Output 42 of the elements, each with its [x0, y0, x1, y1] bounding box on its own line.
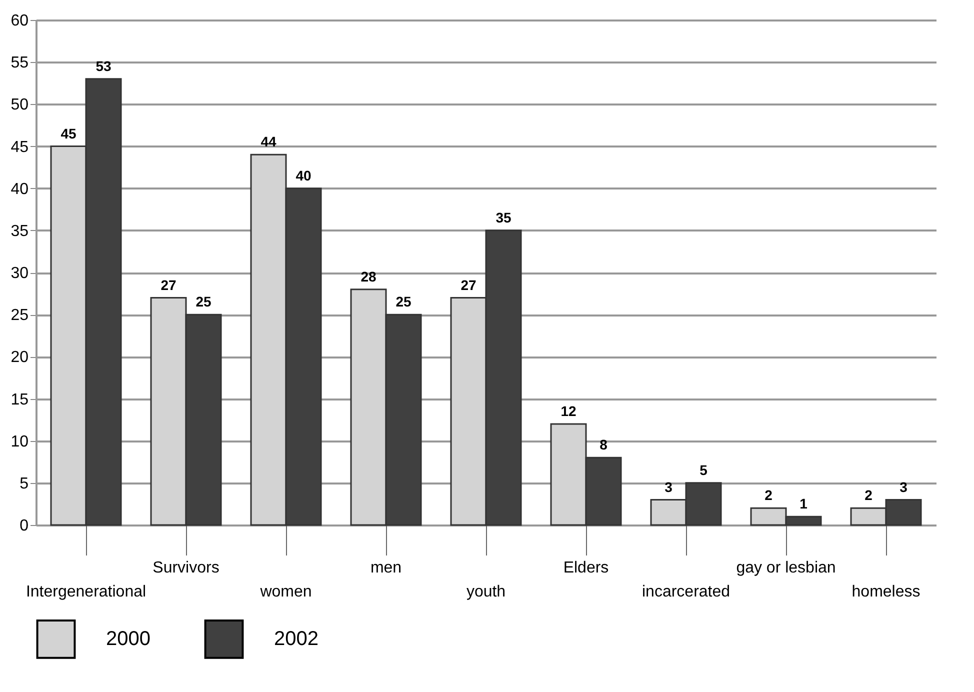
x-tick-label: Survivors — [152, 560, 220, 576]
data-label: 12 — [560, 403, 576, 419]
x-tick-label: homeless — [852, 584, 920, 600]
y-tick-label: 20 — [10, 349, 29, 366]
data-label: 53 — [96, 58, 112, 74]
y-tick-label: 45 — [10, 138, 29, 156]
data-label: 3 — [900, 478, 908, 495]
data-label: 2 — [764, 487, 773, 504]
y-tick-label: 60 — [10, 12, 29, 30]
y-tick-label: 0 — [20, 518, 29, 534]
x-tick-label: gay or lesbian — [736, 560, 836, 576]
y-tick-label: 5 — [20, 475, 29, 492]
data-label: 44 — [260, 134, 276, 150]
data-label: 5 — [700, 462, 708, 478]
data-label: 40 — [296, 167, 312, 184]
x-tick-label: incarcerated — [642, 584, 730, 600]
x-tick-label: men — [370, 560, 402, 576]
y-tick-label: 50 — [10, 96, 29, 114]
x-tick-label: women — [259, 584, 312, 600]
y-tick-label: 15 — [10, 391, 29, 408]
y-tick-label: 40 — [10, 180, 29, 198]
data-label: 28 — [360, 268, 376, 284]
data-label: 25 — [196, 294, 212, 310]
x-tick-label: Elders — [563, 560, 609, 576]
data-label: 27 — [160, 276, 176, 293]
y-tick-label: 30 — [10, 265, 29, 282]
x-tick-label: Intergenerational — [26, 584, 146, 600]
data-label: 25 — [396, 294, 412, 310]
data-label: 1 — [800, 496, 808, 512]
y-tick-label: 55 — [10, 54, 29, 72]
data-label: 45 — [60, 125, 76, 142]
y-tick-label: 25 — [10, 307, 29, 324]
data-label: 35 — [496, 209, 512, 226]
legend-label: 2000 — [106, 628, 150, 650]
y-tick-label: 10 — [10, 433, 29, 450]
data-label: 8 — [600, 436, 608, 453]
y-tick-label: 35 — [10, 222, 29, 240]
x-tick-label: youth — [466, 584, 506, 600]
data-label: 2 — [864, 487, 873, 504]
legend-label: 2002 — [274, 628, 318, 650]
data-label: 27 — [460, 276, 476, 293]
data-label: 3 — [664, 478, 673, 495]
